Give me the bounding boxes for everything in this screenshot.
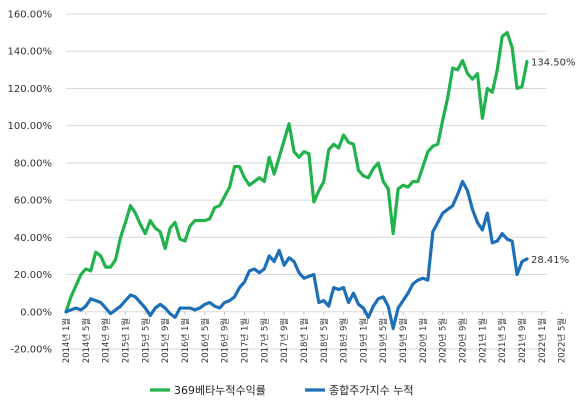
y-tick-label: 160.00% (8, 10, 53, 21)
x-tick-label: 2018년 9월 (339, 318, 350, 363)
x-tick-label: 2020년 5월 (438, 318, 449, 363)
x-tick-label: 2016년 9월 (220, 318, 231, 363)
y-tick-label: -20.00% (10, 345, 52, 356)
end-label-1: 134.50% (531, 57, 576, 68)
y-tick-label: 80.00% (14, 158, 52, 169)
y-tick-label: 100.00% (8, 121, 53, 132)
end-label-2: 28.41% (531, 255, 569, 266)
x-tick-label: 2018년 5월 (319, 318, 330, 363)
x-tick-label: 2014년 5월 (81, 318, 92, 363)
x-tick-label: 2021년 9월 (517, 318, 528, 363)
x-tick-label: 2022년 1월 (537, 318, 548, 363)
legend: 369베타누적수익률 종합주가지수 누적 (150, 384, 413, 397)
x-tick-label: 2018년 1월 (299, 318, 310, 363)
legend-label-1: 369베타누적수익률 (174, 384, 266, 397)
x-tick-label: 2019년 1월 (358, 318, 369, 363)
x-tick-label: 2015년 5월 (140, 318, 151, 363)
x-tick-label: 2016년 5월 (200, 318, 211, 363)
x-axis-ticks: 2014년 1월 2014년 5월 2014년 9월 2015년 1월 2015년 5월… (61, 311, 568, 363)
y-axis-ticks: -20.00% 0.00% 20.00% 40.00% 60.00% 80.00% 100.… (8, 10, 53, 356)
x-tick-label: 2022년 5월 (557, 318, 568, 363)
series-line-2 (64, 179, 529, 331)
x-tick-label: 2015년 1월 (120, 318, 131, 363)
x-tick-label: 2017년 9월 (279, 318, 290, 363)
x-tick-label: 2020년 1월 (418, 318, 429, 363)
y-tick-label: 0.00% (20, 307, 52, 318)
y-tick-label: 40.00% (14, 233, 52, 244)
x-tick-label: 2019년 5월 (378, 318, 389, 363)
y-tick-label: 140.00% (8, 47, 53, 58)
x-tick-label: 2017년 5월 (259, 318, 270, 363)
x-tick-label: 2016년 1월 (180, 318, 191, 363)
series-lines (64, 31, 529, 331)
y-tick-label: 60.00% (14, 196, 52, 207)
x-tick-label: 2021년 1월 (477, 318, 488, 363)
x-tick-label: 2017년 1월 (239, 318, 250, 363)
x-tick-label: 2014년 9월 (101, 318, 112, 363)
x-tick-label: 2019년 9월 (398, 318, 409, 363)
x-tick-label: 2021년 5월 (497, 318, 508, 363)
x-tick-label: 2014년 1월 (61, 318, 72, 363)
y-tick-label: 20.00% (14, 270, 52, 281)
x-tick-label: 2015년 9월 (160, 318, 171, 363)
series-line-1 (64, 31, 529, 314)
end-labels: 134.50% 28.41% (531, 57, 576, 265)
x-tick-label: 2020년 9월 (458, 318, 469, 363)
y-tick-label: 120.00% (8, 84, 53, 95)
legend-label-2: 종합주가지수 누적 (329, 384, 413, 397)
